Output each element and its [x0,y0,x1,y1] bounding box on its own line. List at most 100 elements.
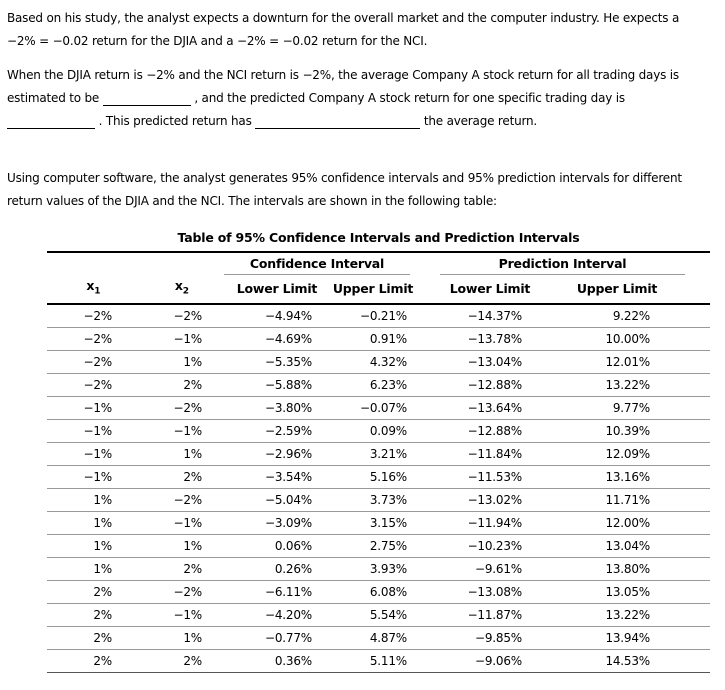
table-title: Table of 95% Confidence Intervals and Pr… [177,230,580,245]
cell-x2: −2% [140,303,224,328]
cell-x2: 2% [140,465,224,489]
cell-x1: 1% [47,511,140,535]
cell-x2: 1% [140,626,224,650]
cell-pi-lower-limit: −12.88% [416,419,544,443]
cell-x1: −2% [47,327,140,351]
cell-pi-lower-limit: −13.08% [416,580,544,604]
cell-pi-lower-limit: −13.64% [416,396,544,420]
cell-x1: 2% [47,603,140,627]
cell-pi-lower-limit: −9.61% [416,557,544,581]
cell-ci-upper-limit: 6.08% [330,580,416,604]
intervals-table-section: Table of 95% Confidence Intervals and Pr… [0,229,725,673]
question-page: Based on his study, the analyst expects … [0,7,725,673]
cell-x2: 1% [140,350,224,374]
col-header-x2: x2 [140,275,224,305]
cell-ci-lower-limit: 0.36% [224,649,330,673]
cell-pi-lower-limit: −14.37% [416,303,544,328]
cell-ci-lower-limit: −2.96% [224,442,330,466]
cell-pi-upper-limit: 10.00% [544,327,710,351]
cell-x1: 2% [47,649,140,673]
group-header-row: Confidence Interval Prediction Interval [47,252,710,275]
cell-x1: 2% [47,580,140,604]
cell-ci-upper-limit: 5.11% [330,649,416,673]
cell-ci-upper-limit: 3.15% [330,511,416,535]
confidence-interval-group-header: Confidence Interval [224,252,416,275]
cell-pi-lower-limit: −11.94% [416,511,544,535]
cell-x2: 1% [140,534,224,558]
cell-ci-lower-limit: −0.77% [224,626,330,650]
cell-x1: 1% [47,534,140,558]
cell-ci-lower-limit: −6.11% [224,580,330,604]
col-header-pi-upper-limit: Upper Limit [544,275,710,305]
cell-x2: −1% [140,511,224,535]
col-header-x1: x1 [47,275,140,305]
cell-x2: −2% [140,396,224,420]
table-row: 2% 2% 0.36% 5.11% −9.06% 14.53% [47,649,710,673]
cell-pi-upper-limit: 13.04% [544,534,710,558]
cell-x2: 2% [140,373,224,397]
fill-in-line2-post: , and the predicted Company A stock retu… [190,91,625,105]
col-header-pi-lower-limit: Lower Limit [416,275,544,305]
table-row: −1% −2% −3.80% −0.07% −13.64% 9.77% [47,396,710,420]
cell-x1: −1% [47,396,140,420]
cell-x1: −1% [47,465,140,489]
table-row: 1% 1% 0.06% 2.75% −10.23% 13.04% [47,534,710,558]
cell-ci-upper-limit: 4.87% [330,626,416,650]
col-header-ci-upper-limit: Upper Limit [330,275,416,305]
fill-in-paragraph: When the DJIA return is −2% and the NCI … [0,64,725,133]
intro-paragraph: Based on his study, the analyst expects … [7,11,680,48]
cell-x1: −1% [47,442,140,466]
group-header-spacer [47,252,224,275]
cell-ci-upper-limit: 6.23% [330,373,416,397]
software-paragraph: Using computer software, the analyst gen… [7,171,682,208]
cell-ci-lower-limit: −4.69% [224,327,330,351]
cell-pi-upper-limit: 14.53% [544,649,710,673]
cell-x2: −2% [140,580,224,604]
cell-ci-upper-limit: 3.93% [330,557,416,581]
intervals-table: Confidence Interval Prediction Interval … [47,251,710,673]
cell-ci-upper-limit: 5.16% [330,465,416,489]
cell-pi-lower-limit: −11.84% [416,442,544,466]
table-row: −2% −1% −4.69% 0.91% −13.78% 10.00% [47,327,710,351]
cell-x1: −2% [47,350,140,374]
cell-pi-upper-limit: 13.80% [544,557,710,581]
cell-ci-upper-limit: 2.75% [330,534,416,558]
cell-ci-lower-limit: 0.26% [224,557,330,581]
fill-in-line3-end: the average return. [420,114,538,128]
cell-pi-upper-limit: 12.00% [544,511,710,535]
cell-pi-upper-limit: 12.09% [544,442,710,466]
cell-pi-lower-limit: −9.85% [416,626,544,650]
answer-blank-average-return[interactable] [102,90,191,106]
cell-pi-lower-limit: −11.53% [416,465,544,489]
answer-blank-predicted-return[interactable] [7,113,95,129]
table-row: 1% −1% −3.09% 3.15% −11.94% 12.00% [47,511,710,535]
answer-blank-comparison[interactable] [255,113,421,129]
cell-ci-upper-limit: 5.54% [330,603,416,627]
cell-pi-upper-limit: 13.05% [544,580,710,604]
table-row: −2% 1% −5.35% 4.32% −13.04% 12.01% [47,350,710,374]
cell-ci-lower-limit: −5.88% [224,373,330,397]
table-row: 1% −2% −5.04% 3.73% −13.02% 11.71% [47,488,710,512]
cell-pi-lower-limit: −11.87% [416,603,544,627]
cell-ci-lower-limit: 0.06% [224,534,330,558]
cell-ci-lower-limit: −3.09% [224,511,330,535]
table-row: −1% 1% −2.96% 3.21% −11.84% 12.09% [47,442,710,466]
cell-pi-upper-limit: 13.22% [544,603,710,627]
table-row: 2% 1% −0.77% 4.87% −9.85% 13.94% [47,626,710,650]
cell-x1: 2% [47,626,140,650]
cell-x1: −2% [47,303,140,328]
fill-in-line1: When the DJIA return is −2% and the NCI … [7,68,679,82]
cell-ci-upper-limit: 3.73% [330,488,416,512]
cell-x1: −2% [47,373,140,397]
cell-x2: 1% [140,442,224,466]
cell-x1: −1% [47,419,140,443]
prediction-interval-group-header: Prediction Interval [416,252,710,275]
cell-pi-lower-limit: −13.78% [416,327,544,351]
table-row: 2% −1% −4.20% 5.54% −11.87% 13.22% [47,603,710,627]
cell-ci-lower-limit: −3.80% [224,396,330,420]
cell-pi-upper-limit: 11.71% [544,488,710,512]
cell-x1: 1% [47,488,140,512]
cell-ci-upper-limit: 0.09% [330,419,416,443]
table-row: 1% 2% 0.26% 3.93% −9.61% 13.80% [47,557,710,581]
table-row: −2% 2% −5.88% 6.23% −12.88% 13.22% [47,373,710,397]
